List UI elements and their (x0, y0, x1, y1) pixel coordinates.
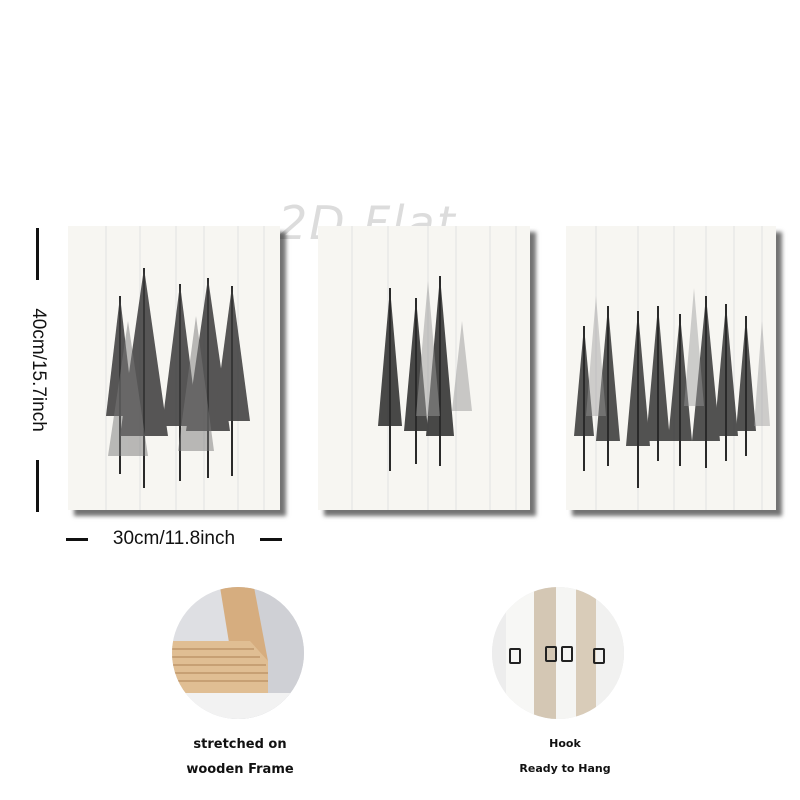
pine-trees-illustration-right (574, 226, 770, 510)
hook-caption: Hook (549, 737, 581, 750)
pine-trees-illustration-center (351, 226, 517, 510)
pine-trees-illustration-left (105, 226, 265, 510)
frame-caption: stretched on wooden Frame (160, 732, 320, 782)
dimension-bar-right (259, 537, 282, 541)
dimension-bar-bottom (36, 460, 39, 512)
hook-photo (492, 587, 624, 719)
art-panel-center (318, 226, 530, 510)
hanging-hook-image (492, 587, 624, 719)
height-dimension: 40cm/15.7inch (26, 228, 50, 512)
art-panel-left (68, 226, 280, 510)
dimension-bar-left (66, 537, 88, 541)
wooden-frame-corner-image (172, 587, 304, 719)
ready-to-hang-caption: Ready to Hang (519, 762, 611, 775)
dimension-bar-top (36, 228, 39, 280)
art-panel-right (566, 226, 776, 510)
height-label: 40cm/15.7inch (28, 308, 49, 432)
frame-caption-line2: wooden Frame (186, 762, 294, 777)
frame-caption-line1: stretched on (193, 737, 287, 752)
width-label: 30cm/11.8inch (112, 528, 236, 549)
width-dimension: 30cm/11.8inch (66, 528, 282, 550)
wooden-frame-photo (172, 587, 304, 719)
